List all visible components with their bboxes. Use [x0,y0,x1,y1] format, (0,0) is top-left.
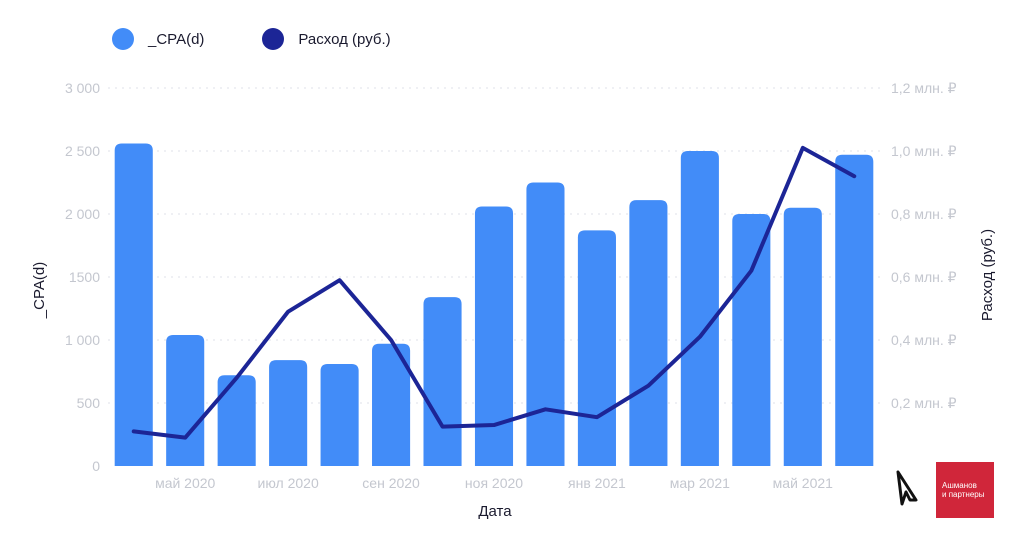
y-left-tick-label: 2 000 [65,206,100,222]
legend-swatch-cpa [112,28,134,50]
y-right-tick-label: 0,4 млн. ₽ [891,332,957,348]
y-axis-right: 0,2 млн. ₽ 0,4 млн. ₽ 0,6 млн. ₽ 0,8 млн. ₽… [891,80,957,411]
y-left-tick-label: 0 [92,458,100,474]
legend-label-cpa: _CPA(d) [148,30,205,48]
y-axis-right-title: Расход (руб.) [979,229,996,321]
y-right-tick-label: 0,8 млн. ₽ [891,206,957,222]
y-axis-left: 0 500 1 000 1500 2 000 2 500 3 000 [65,80,100,474]
bar-2 [217,375,256,466]
bar-0 [114,143,153,466]
bar-6 [423,297,462,466]
bar-14 [835,154,874,466]
x-tick-label: мар 2021 [670,475,730,491]
legend-item-spend[interactable]: Расход (руб.) [262,28,391,50]
x-tick-label: май 2020 [155,475,215,491]
legend-item-cpa[interactable]: _CPA(d) [112,28,204,50]
x-axis-title: Дата [478,503,512,520]
bar-12 [732,214,771,466]
logo-line-1: Ашманов [942,481,977,490]
y-left-tick-label: 3 000 [65,80,100,96]
legend: _CPA(d) Расход (руб.) [112,28,439,50]
y-right-tick-label: 0,2 млн. ₽ [891,395,957,411]
bar-4 [320,363,359,466]
bar-8 [526,182,565,466]
bar-1 [166,334,205,466]
line-series [131,145,857,440]
x-axis: май 2020 июл 2020 сен 2020 ноя 2020 янв 2021… [155,475,833,491]
y-left-tick-label: 1 000 [65,332,100,348]
logo-badge: Ашманов и партнеры [936,462,994,518]
x-tick-label: сен 2020 [362,475,420,491]
bar-10 [629,200,668,466]
bar-3 [269,360,308,466]
bar-7 [474,206,514,466]
y-left-tick-label: 2 500 [65,143,100,159]
bar-series [114,143,874,466]
bar-13 [783,207,822,466]
x-tick-label: янв 2021 [568,475,626,491]
x-tick-label: май 2021 [773,475,833,491]
bar-9 [577,230,616,466]
bar-5 [372,343,411,466]
logo-line-2: и партнеры [942,490,985,499]
bar-11 [680,151,719,466]
y-axis-left-title: _CPA(d) [31,262,48,319]
legend-swatch-spend [262,28,285,50]
y-right-tick-label: 0,6 млн. ₽ [891,269,957,285]
legend-label-spend: Расход (руб.) [298,30,391,48]
y-right-tick-label: 1,0 млн. ₽ [891,143,957,159]
x-tick-label: ноя 2020 [465,475,523,491]
y-left-tick-label: 500 [77,395,101,411]
x-tick-label: июл 2020 [258,475,319,491]
y-left-tick-label: 1500 [69,269,100,285]
logo-arrow-icon [896,470,918,506]
y-right-tick-label: 1,2 млн. ₽ [891,80,957,96]
